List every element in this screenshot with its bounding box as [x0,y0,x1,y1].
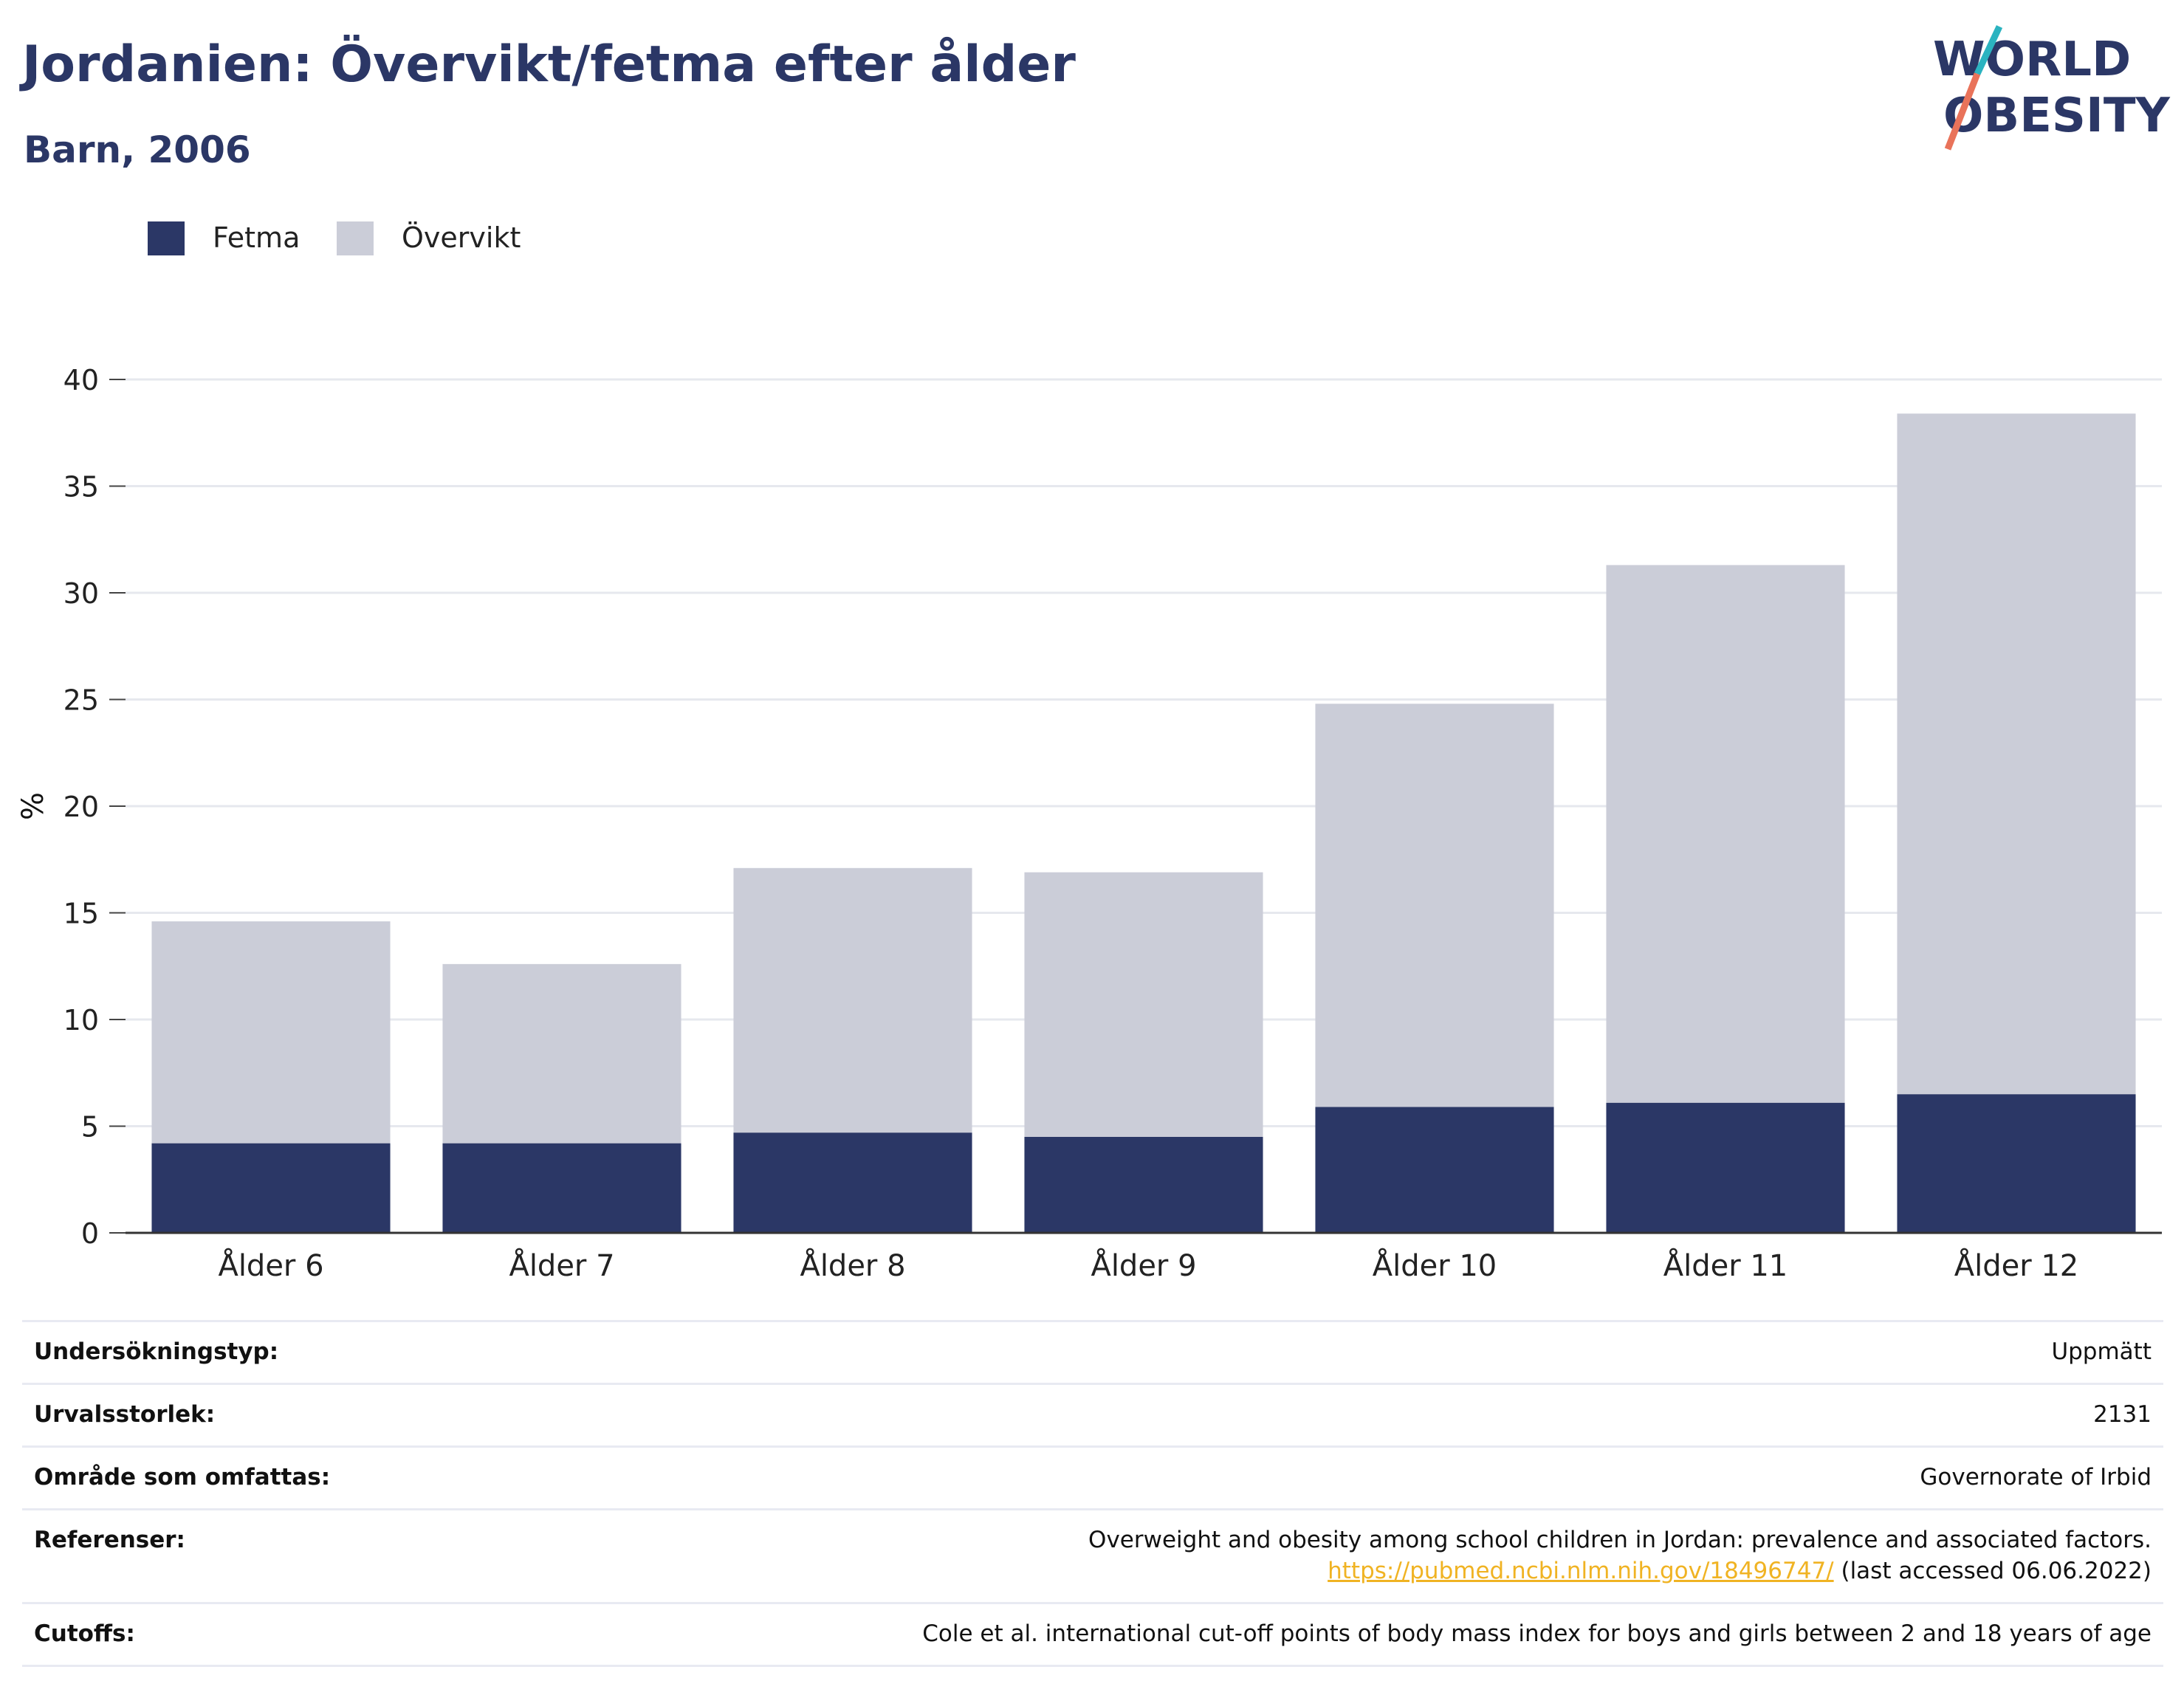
chart-title: Jordanien: Övervikt/fetma efter ålder [22,35,1076,94]
info-row-references: Referenser: Overweight and obesity among… [22,1508,2163,1602]
bar-overvikt [442,963,681,1144]
y-tick-label: 35 [63,471,99,503]
legend-label-overvikt: Övervikt [402,221,521,254]
info-row-area: Område som omfattas: Governorate of Irbi… [22,1445,2163,1508]
x-tick-label: Ålder 7 [509,1248,614,1283]
y-tick-label: 15 [63,898,99,930]
bar-fetma [1315,1107,1554,1233]
bar-fetma [1606,1102,1845,1233]
info-key-area: Område som omfattas: [34,1464,331,1491]
info-row-survey-type: Undersökningstyp: Uppmätt [22,1320,2163,1383]
y-tick-label: 30 [63,577,99,610]
info-table-bottom-border [22,1665,2163,1667]
x-tick-label: Ålder 8 [800,1248,905,1283]
logo-slash-bottom [1944,72,1981,151]
logo-line2: OBESITY [1943,89,2170,143]
legend-swatch-overvikt [337,221,374,255]
bar-overvikt [1024,872,1263,1137]
bar-overvikt [1606,565,1845,1103]
reference-link-line: https://pubmed.ncbi.nlm.nih.gov/18496747… [1328,1558,2152,1584]
logo-slash-top [1974,25,2003,75]
axes: 0 5 10 15 20 25 30 35 40 Ålder 6 Ålder 7 Ålder 8 Åld… [63,364,2162,1283]
logo-line1: WORLD [1933,32,2131,87]
legend-label-fetma: Fetma [213,221,301,254]
y-tick-label: 10 [63,1004,99,1036]
reference-link[interactable]: https://pubmed.ncbi.nlm.nih.gov/18496747… [1328,1558,1834,1584]
info-key-survey-type: Undersökningstyp: [34,1338,279,1365]
x-tick-label: Ålder 12 [1954,1248,2079,1283]
world-obesity-logo: WORLD OBESITY [1933,25,2170,151]
info-value-survey-type: Uppmätt [2051,1338,2152,1365]
y-axis-label: % [16,792,50,820]
info-value-cutoffs: Cole et al. international cut-off points… [922,1620,2152,1647]
legend-swatch-fetma [148,221,185,255]
y-tick-label: 0 [81,1217,99,1250]
x-tick-label: Ålder 11 [1663,1248,1788,1283]
y-tick-label: 20 [63,791,99,823]
bar-fetma [1024,1136,1263,1233]
info-value-sample-size: 2131 [2093,1401,2152,1428]
info-value-area: Governorate of Irbid [1920,1464,2152,1491]
bar-fetma [733,1132,972,1233]
y-tick-label: 40 [63,364,99,396]
info-row-cutoffs: Cutoffs: Cole et al. international cut-o… [22,1602,2163,1665]
bar-overvikt [1315,704,1554,1107]
chart-subtitle: Barn, 2006 [24,128,251,171]
x-tick-label: Ålder 9 [1091,1248,1196,1283]
info-key-cutoffs: Cutoffs: [34,1620,135,1647]
bar-fetma [442,1143,681,1233]
bar-overvikt [1897,413,2136,1095]
y-tick-label: 25 [63,684,99,717]
x-tick-label: Ålder 10 [1373,1248,1497,1283]
info-key-sample-size: Urvalsstorlek: [34,1401,216,1428]
bar-fetma [1897,1094,2136,1233]
bar-overvikt [733,867,972,1133]
bar-fetma [151,1143,391,1233]
x-tick-label: Ålder 6 [218,1248,323,1283]
info-row-sample-size: Urvalsstorlek: 2131 [22,1383,2163,1445]
stacked-bar-chart: 0 5 10 15 20 25 30 35 40 Ålder 6 Ålder 7 Ålder 8 Åld… [16,364,2162,1283]
info-value-references: Overweight and obesity among school chil… [1088,1527,2152,1553]
survey-info-table: Undersökningstyp: Uppmätt Urvalsstorlek:… [22,1320,2163,1667]
bar-overvikt [151,921,391,1144]
bars [151,413,2136,1233]
reference-link-suffix: (last accessed 06.06.2022) [1833,1558,2152,1584]
info-key-references: Referenser: [34,1527,185,1553]
y-tick-label: 5 [81,1111,99,1144]
